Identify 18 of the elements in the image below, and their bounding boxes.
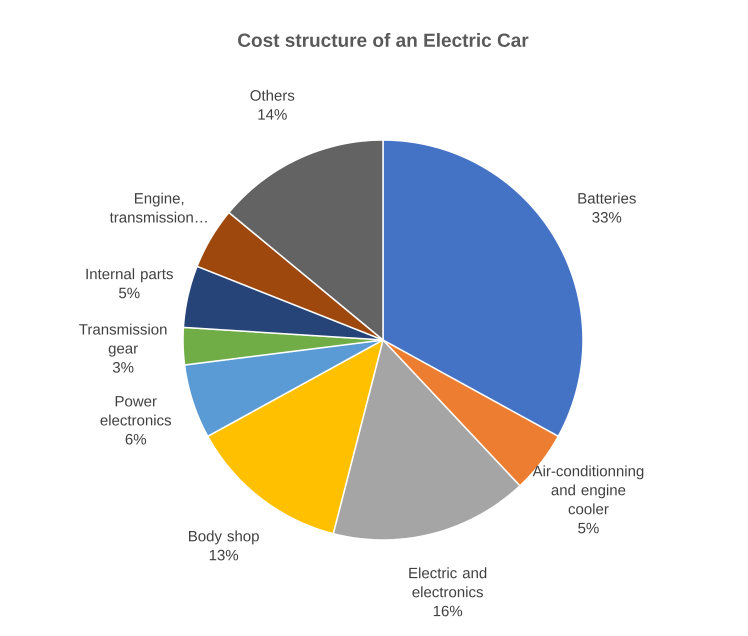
slice-label: Transmission gear: [79, 324, 166, 357]
chart-title: Cost structure of an Electric Car: [238, 33, 528, 47]
data-label: 14%: [258, 109, 287, 120]
data-label: 13%: [210, 550, 238, 560]
data-label: 6%: [126, 434, 146, 445]
data-label: 5%: [578, 522, 599, 534]
data-label: 33%: [592, 212, 622, 223]
slice-label: Body shop: [189, 530, 259, 544]
slice-label: Power electronics: [100, 396, 172, 426]
data-label: 5%: [119, 288, 140, 298]
slice-label: Others: [250, 90, 294, 101]
slice-label: Electric and electronics: [409, 567, 486, 598]
slice-label: Engine, transmission…: [110, 192, 207, 223]
slice-label: Air-conditionning and engine cooler: [532, 465, 644, 514]
slice-label: Batteries: [578, 192, 636, 204]
slice-label: Internal parts: [86, 268, 173, 282]
data-label: 3%: [112, 362, 134, 373]
data-label: 16%: [434, 606, 462, 616]
